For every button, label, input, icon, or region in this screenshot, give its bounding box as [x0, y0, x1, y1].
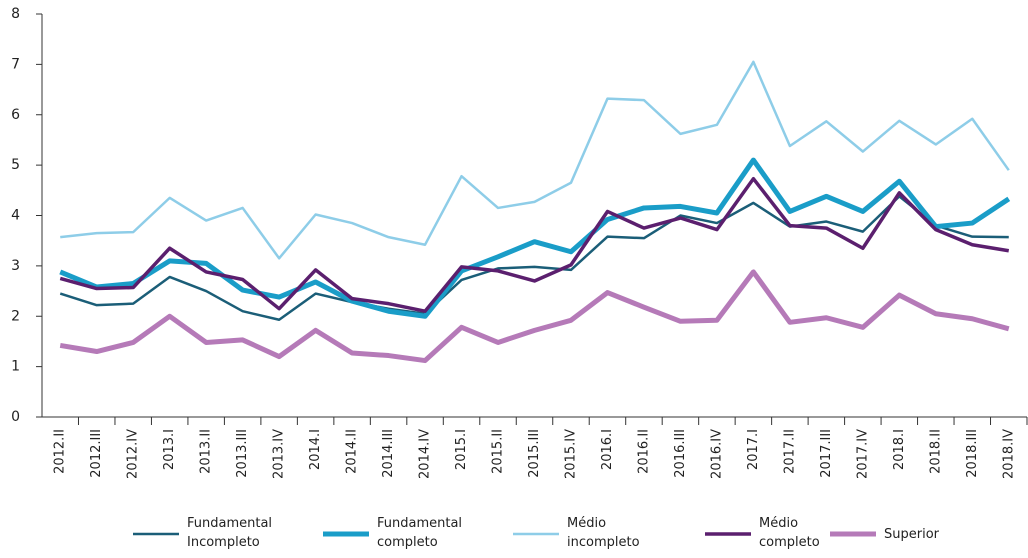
y-tick-label: 7 [11, 56, 20, 72]
legend-label: Médio completo [759, 516, 820, 550]
series-line [59, 157, 1011, 319]
x-tick-label: 2012.III [89, 429, 104, 478]
y-tick-label: 3 [11, 258, 20, 274]
y-tick-label: 8 [11, 6, 20, 22]
x-tick-label: 2015.II [491, 429, 506, 474]
x-tick-label: 2015.I [454, 429, 469, 470]
x-tick-label: 2018.I [892, 429, 907, 470]
x-tick-label: 2018.II [928, 429, 943, 474]
legend-label: Fundamental Incompleto [187, 516, 273, 550]
x-tick-label: 2018.IV [1001, 429, 1016, 479]
series-line [59, 195, 1009, 322]
y-tick-label: 4 [11, 208, 20, 224]
x-tick-label: 2016.III [673, 429, 688, 478]
series-line [59, 176, 1010, 313]
series-line [60, 60, 1010, 260]
series-line [59, 269, 1010, 364]
y-tick-label: 6 [11, 107, 20, 123]
x-tick-label: 2016.II [636, 429, 651, 474]
y-tick-label: 0 [11, 409, 20, 425]
legend-label: Superior [884, 527, 939, 542]
x-tick-label: 2018.III [965, 429, 980, 478]
x-tick-label: 2013.IV [272, 429, 287, 479]
x-tick-label: 2012.IV [126, 429, 141, 479]
x-tick-label: 2017.IV [855, 429, 870, 479]
x-tick-label: 2016.IV [709, 429, 724, 479]
x-tick-label: 2013.II [199, 429, 214, 474]
x-tick-label: 2013.III [235, 429, 250, 478]
x-tick-label: 2012.II [53, 429, 68, 474]
x-tick-label: 2017.III [819, 429, 834, 478]
legend-label: Fundamental completo [377, 516, 463, 550]
x-tick-label: 2014.IV [418, 429, 433, 479]
x-tick-label: 2014.I [308, 429, 323, 470]
y-tick-label: 1 [11, 359, 20, 375]
x-tick-label: 2014.II [345, 429, 360, 474]
x-tick-label: 2016.I [600, 429, 615, 470]
x-tick-label: 2013.I [162, 429, 177, 470]
x-tick-label: 2014.III [381, 429, 396, 478]
x-tick-label: 2017.I [746, 429, 761, 470]
x-tick-label: 2015.IV [563, 429, 578, 479]
x-tick-label: 2015.III [527, 429, 542, 478]
y-tick-label: 5 [11, 157, 20, 173]
x-tick-label: 2017.II [782, 429, 797, 474]
y-tick-label: 2 [11, 308, 20, 324]
legend-label: Médio incompleto [567, 516, 640, 550]
